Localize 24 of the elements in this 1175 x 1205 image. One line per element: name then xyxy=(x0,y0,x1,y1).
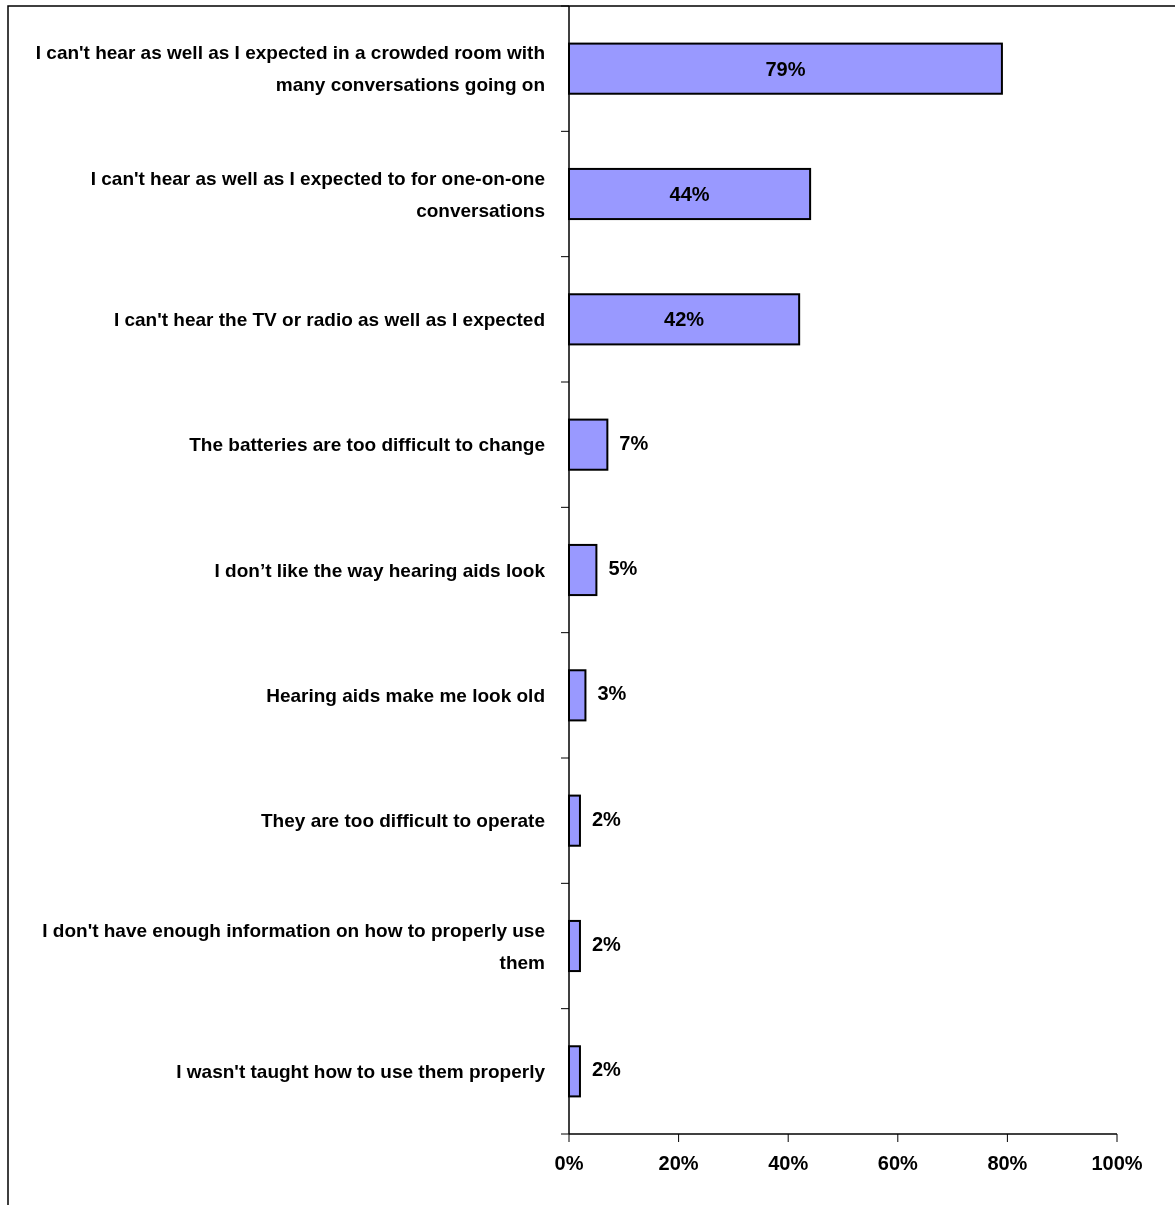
y-tick-label: I don’t like the way hearing aids look xyxy=(214,559,546,581)
y-tick-label: They are too difficult to operate xyxy=(261,810,545,832)
data-label: 2% xyxy=(591,807,622,830)
y-tick-label: The batteries are too difficult to change xyxy=(189,434,545,456)
x-tick-label: 80% xyxy=(987,1152,1028,1174)
y-tick-label: I can't hear the TV or radio as well as I expected xyxy=(113,308,545,330)
data-label: 2% xyxy=(591,1058,622,1081)
y-tick-label: I can't hear as well as I expected to for one-on-one conversations xyxy=(90,167,545,221)
data-label: 5% xyxy=(608,557,638,579)
data-label: 79% xyxy=(765,57,806,80)
x-tick-label: 60% xyxy=(877,1152,919,1174)
x-tick-label: 0% xyxy=(554,1152,584,1174)
y-tick-label: I don't have enough information on how to properly use them xyxy=(42,919,545,973)
x-tick-label: 20% xyxy=(658,1152,699,1174)
x-tick-label: 40% xyxy=(768,1152,809,1174)
x-tick-label: 100% xyxy=(1091,1152,1143,1174)
data-label: 2% xyxy=(591,933,622,955)
data-label: 42% xyxy=(664,308,705,331)
data-label: 44% xyxy=(669,183,710,205)
y-tick-label: Hearing aids make me look old xyxy=(266,684,545,706)
data-label: 7% xyxy=(619,431,649,454)
y-tick-label: I wasn't taught how to use them properly xyxy=(176,1060,546,1082)
data-label: 3% xyxy=(597,682,627,705)
y-tick-label: I can't hear as well as I expected in a crowded room with many conversations going on xyxy=(35,42,545,96)
